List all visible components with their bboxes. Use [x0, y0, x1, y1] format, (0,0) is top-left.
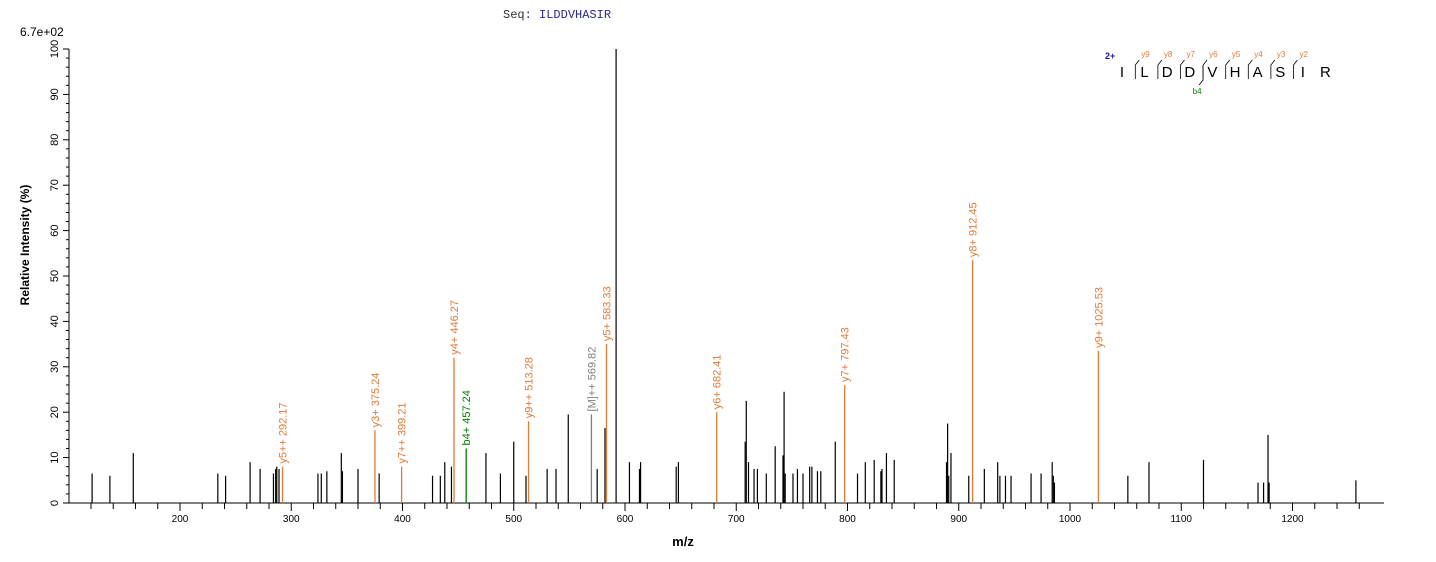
charge-label: 2+: [1105, 51, 1115, 61]
y-tick-label: 20: [49, 406, 61, 418]
y-tick-label: 50: [49, 270, 61, 282]
y-axis-label: Relative Intensity (%): [18, 185, 32, 306]
sequence-title: Seq: ILDDVHASIR: [503, 8, 611, 22]
seq-label: Seq:: [503, 8, 532, 22]
x-tick-label: 600: [617, 514, 634, 525]
y-tick-label: 70: [49, 179, 61, 191]
x-axis-label: m/z: [672, 534, 694, 549]
x-axis: 200 300 400 500 600 700 800 900 1000 1100 1200: [69, 502, 1384, 525]
max-intensity-label: 6.7e+02: [20, 25, 64, 39]
seq-value: ILDDVHASIR: [539, 8, 612, 22]
peak-label: y4+ 446.27: [449, 300, 461, 355]
peak-label: y7+ 797.43: [840, 327, 852, 382]
peak-label: y7++ 399.21: [397, 403, 409, 464]
peak-label: b4+ 457.24: [461, 390, 473, 445]
peak-label: y9+ 1025.53: [1093, 287, 1105, 348]
y-ion-marker: y7: [1187, 50, 1196, 59]
y-tick-label: 0: [49, 500, 61, 506]
residue: S: [1275, 64, 1285, 81]
x-tick-label: 900: [950, 514, 967, 525]
y-tick-label: 90: [49, 88, 61, 100]
x-tick-label: 500: [505, 514, 522, 525]
peak-label: y6+ 682.41: [712, 354, 724, 409]
peak-label: y5+ 583.33: [601, 286, 613, 341]
y-ion-marker: y6: [1209, 50, 1218, 59]
y-ion-marker: y5: [1232, 50, 1241, 59]
x-tick-label: 800: [839, 514, 856, 525]
y-ion-marker: y9: [1141, 50, 1150, 59]
residue: R: [1320, 64, 1331, 81]
residue: V: [1207, 64, 1217, 81]
y-tick-label: 40: [49, 315, 61, 327]
y-tick-label: 60: [49, 224, 61, 236]
residue: D: [1162, 64, 1173, 81]
x-tick-label: 400: [394, 514, 411, 525]
x-tick-label: 200: [172, 514, 189, 525]
peak-label: y9++ 513.28: [524, 357, 536, 418]
residue: L: [1140, 64, 1148, 81]
x-tick-label: 1000: [1059, 514, 1082, 525]
residue: I: [1301, 64, 1305, 81]
residue: D: [1184, 64, 1195, 81]
residue: I: [1120, 64, 1124, 81]
x-tick-label: 700: [728, 514, 745, 525]
peak-label: y5++ 292.17: [278, 403, 290, 464]
y-tick-label: 100: [49, 40, 61, 58]
residue: A: [1253, 64, 1263, 81]
b-ion-marker: b4: [1193, 87, 1202, 96]
x-tick-label: 300: [283, 514, 300, 525]
y-ion-marker: y3: [1277, 50, 1286, 59]
x-tick-label: 1100: [1170, 514, 1192, 525]
y-tick-label: 30: [49, 361, 61, 373]
peaks: [91, 49, 1357, 503]
x-tick-label: 1200: [1281, 514, 1304, 525]
peak-label: y8+ 912.45: [968, 202, 980, 257]
y-tick-label: 10: [49, 451, 61, 463]
y-axis: 0 10 20 30 40 50 60 70 80 90 100: [49, 40, 70, 506]
peak-label: y3+ 375.24: [370, 373, 382, 428]
y-ion-marker: y4: [1254, 50, 1263, 59]
annotated-peaks: y5++ 292.17 y3+ 375.24 y7++ 399.21 y4+ 446.…: [278, 202, 1105, 503]
y-tick-label: 80: [49, 134, 61, 146]
peak-label: [M]++ 569.82: [586, 347, 598, 412]
residue: H: [1230, 64, 1241, 81]
y-ion-marker: y2: [1300, 50, 1309, 59]
y-ion-marker: y8: [1164, 50, 1173, 59]
